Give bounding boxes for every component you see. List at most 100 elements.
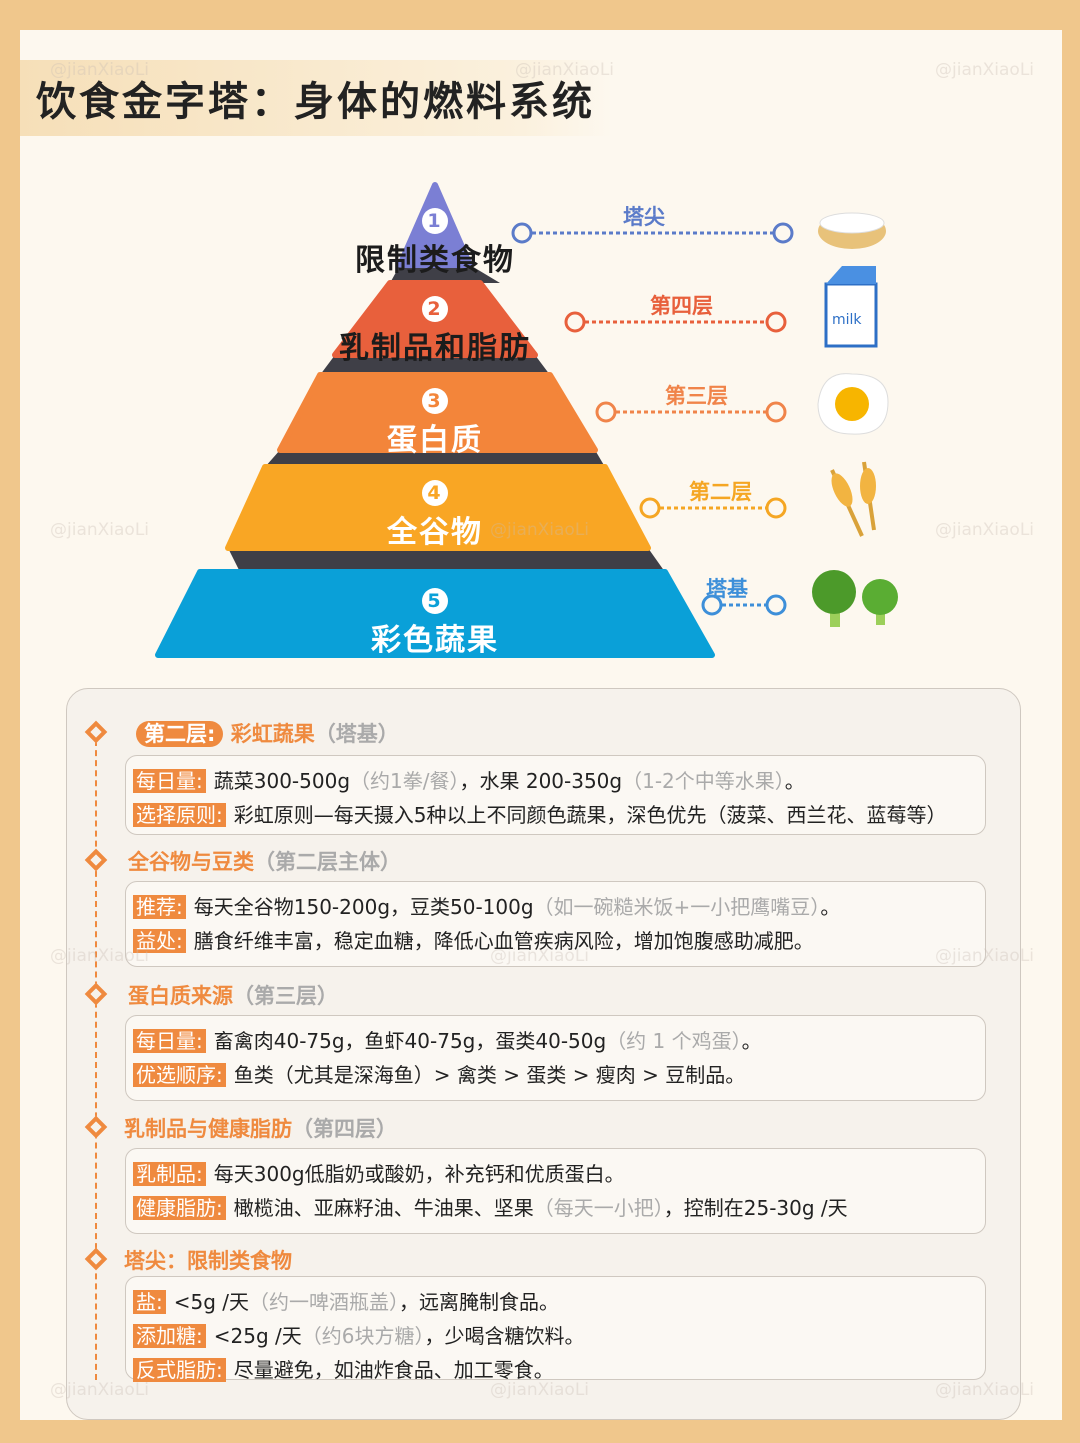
title-banner: 饮食金字塔：身体的燃料系统 (20, 60, 612, 136)
info-row: 反式脂肪: 尽量避免，如油炸食品、加工零食。 (133, 1353, 978, 1387)
tier-label: 5 彩色蔬果 (300, 580, 570, 659)
section-subtitle: （第三层） (233, 984, 338, 1008)
section-title: 第二层: 彩虹蔬果（塔基） (136, 718, 399, 748)
tier-label: 2 乳制品和脂肪 (300, 288, 570, 367)
section-box: 盐: <5g /天（约一啤酒瓶盖），远离腌制食品。 添加糖: <25g /天（约6块方… (125, 1276, 986, 1382)
layer-pill: 第二层: (136, 721, 224, 747)
info-row: 益处: 膳食纤维丰富，稳定血糖，降低心血管疾病风险，增加饱腹感助减肥。 (133, 924, 978, 958)
watermark: @jianXiaoLi (490, 946, 590, 966)
tier-name: 彩色蔬果 (371, 623, 499, 658)
wheat-icon (830, 461, 876, 537)
section-box: 乳制品: 每天300g低脂奶或酸奶，补充钙和优质蛋白。健康脂肪: 橄榄油、亚麻籽油、… (125, 1148, 986, 1234)
row-tag: 添加糖: (133, 1324, 206, 1348)
tier-number-badge: 4 (422, 480, 448, 506)
tier-label: 4 全谷物 (300, 472, 570, 551)
connector-dot (765, 401, 787, 423)
tier-shadow (320, 355, 550, 375)
row-text: ，控制在25-30g /天 (663, 1196, 848, 1220)
watermark: @jianXiaoLi (50, 520, 150, 540)
row-text: 蔬菜300-500g (213, 769, 351, 793)
section-title: 蛋白质来源（第三层） (128, 980, 338, 1010)
row-tag: 反式脂肪: (133, 1358, 226, 1382)
svg-text:milk: milk (832, 312, 862, 328)
row-text: <5g /天 (173, 1290, 250, 1314)
tier-name: 蛋白质 (387, 423, 483, 458)
row-tag: 选择原则: (133, 803, 226, 827)
watermark: @jianXiaoLi (490, 520, 590, 540)
tier-number-badge: 2 (422, 296, 448, 322)
row-note: （1-2个中等水果） (622, 769, 785, 793)
section-box: 每日量: 畜禽肉40-75g，鱼虾40-75g，蛋类40-50g（约 1 个鸡蛋）… (125, 1015, 986, 1101)
connector-dot (765, 497, 787, 519)
row-text: <25g /天 (213, 1324, 302, 1348)
fried-egg-icon (817, 373, 889, 435)
section-subtitle: （第二层主体） (254, 850, 401, 874)
row-text: 。 (820, 895, 841, 919)
row-note: （如一碗糙米饭+一小把鹰嘴豆） (533, 895, 821, 919)
row-text: 。 (741, 1029, 762, 1053)
rice-bowl-icon (818, 212, 886, 249)
row-text: ，少喝含糖饮料。 (424, 1324, 585, 1348)
section-subtitle: （塔基） (314, 722, 399, 746)
tier-number-badge: 1 (422, 208, 448, 234)
tier-shadow (265, 450, 605, 467)
watermark: @jianXiaoLi (515, 60, 615, 80)
connector-dot (595, 401, 617, 423)
section-title: 塔尖：限制类食物 (124, 1245, 292, 1275)
milk-carton-icon: milk (824, 266, 878, 348)
tier-shadow (390, 265, 500, 283)
row-tag: 优选顺序: (133, 1063, 226, 1087)
layer-label: 第二层 (689, 480, 752, 504)
row-note: （约6块方糖） (301, 1324, 425, 1348)
row-tag: 每日量: (133, 1029, 206, 1053)
connector-dot (701, 594, 723, 616)
row-text: 每天300g低脂奶或酸奶，补充钙和优质蛋白。 (213, 1162, 625, 1186)
row-note: （约一啤酒瓶盖） (249, 1290, 400, 1314)
connector-dot (639, 497, 661, 519)
tier-name: 全谷物 (387, 515, 483, 550)
section-heading: 乳制品与健康脂肪 (124, 1117, 292, 1141)
row-text: 尽量避免，如油炸食品、加工零食。 (233, 1358, 554, 1382)
connector-dot (765, 594, 787, 616)
row-text: 。 (784, 769, 805, 793)
row-text: 橄榄油、亚麻籽油、牛油果、坚果 (233, 1196, 534, 1220)
row-tag: 乳制品: (133, 1162, 206, 1186)
watermark: @jianXiaoLi (490, 1380, 590, 1400)
layer-label: 第三层 (665, 384, 728, 408)
info-row: 乳制品: 每天300g低脂奶或酸奶，补充钙和优质蛋白。 (133, 1157, 978, 1191)
watermark: @jianXiaoLi (50, 1380, 150, 1400)
section-heading: 塔尖：限制类食物 (124, 1249, 292, 1273)
layer-label: 第四层 (650, 294, 713, 318)
connector-dot (511, 222, 533, 244)
timeline-line (95, 740, 97, 1380)
row-text: 彩虹原则—每天摄入5种以上不同颜色蔬果，深色优先（菠菜、西兰花、蓝莓等） (233, 803, 947, 827)
tier-number-badge: 5 (422, 588, 448, 614)
info-row: 选择原则: 彩虹原则—每天摄入5种以上不同颜色蔬果，深色优先（菠菜、西兰花、蓝莓等… (133, 798, 978, 832)
info-row: 盐: <5g /天（约一啤酒瓶盖），远离腌制食品。 (133, 1285, 978, 1319)
section-title: 全谷物与豆类（第二层主体） (128, 846, 401, 876)
watermark: @jianXiaoLi (50, 60, 150, 80)
row-tag: 健康脂肪: (133, 1196, 226, 1220)
row-note: （每天一小把） (533, 1196, 664, 1220)
watermark: @jianXiaoLi (935, 946, 1035, 966)
info-row: 优选顺序: 鱼类（尤其是深海鱼）> 禽类 > 蛋类 > 瘦肉 > 豆制品。 (133, 1058, 978, 1092)
row-tag: 推荐: (133, 895, 186, 919)
tier-name: 乳制品和脂肪 (339, 331, 531, 366)
row-text: 每天全谷物150-200g，豆类50-100g (193, 895, 534, 919)
info-row: 添加糖: <25g /天（约6块方糖），少喝含糖饮料。 (133, 1319, 978, 1353)
tier-shadow (228, 548, 665, 572)
section-box: 推荐: 每天全谷物150-200g，豆类50-100g（如一碗糙米饭+一小把鹰嘴豆… (125, 881, 986, 967)
connector-dot (564, 311, 586, 333)
row-tag: 盐: (133, 1290, 166, 1314)
tier-name: 限制类食物 (355, 243, 515, 278)
section-heading: 彩虹蔬果 (230, 722, 315, 746)
section-box: 每日量: 蔬菜300-500g（约1拳/餐），水果 200-350g（1-2个中等… (125, 755, 986, 835)
connector-dot (772, 222, 794, 244)
row-text: 膳食纤维丰富，稳定血糖，降低心血管疾病风险，增加饱腹感助减肥。 (193, 929, 814, 953)
tier-label: 3 蛋白质 (300, 380, 570, 459)
info-row: 每日量: 蔬菜300-500g（约1拳/餐），水果 200-350g（1-2个中等… (133, 764, 978, 798)
info-row: 每日量: 畜禽肉40-75g，鱼虾40-75g，蛋类40-50g（约 1 个鸡蛋）… (133, 1024, 978, 1058)
row-text: ，水果 200-350g (459, 769, 623, 793)
info-row: 推荐: 每天全谷物150-200g，豆类50-100g（如一碗糙米饭+一小把鹰嘴豆… (133, 890, 978, 924)
watermark: @jianXiaoLi (935, 1380, 1035, 1400)
